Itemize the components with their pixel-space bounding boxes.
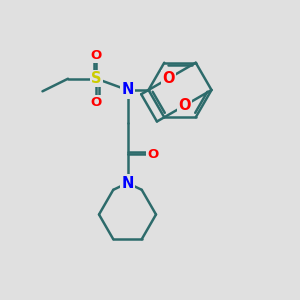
Text: O: O: [91, 49, 102, 62]
Text: O: O: [147, 148, 159, 161]
Text: N: N: [121, 176, 134, 190]
Text: N: N: [121, 82, 134, 98]
Text: O: O: [162, 71, 175, 86]
Text: O: O: [178, 98, 190, 113]
Text: O: O: [91, 96, 102, 109]
Text: S: S: [91, 71, 102, 86]
